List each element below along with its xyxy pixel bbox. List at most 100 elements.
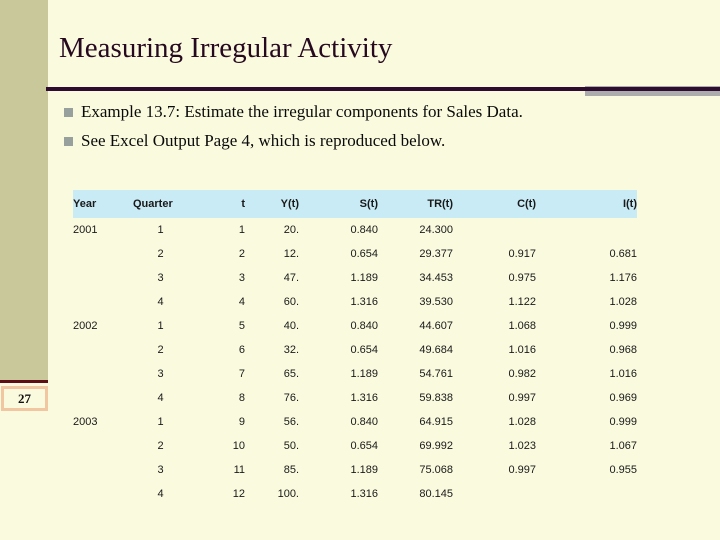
page-number-box: 27 bbox=[1, 386, 48, 411]
table-cell: 56. bbox=[283, 416, 299, 428]
table-cell: 0.997 bbox=[508, 392, 536, 404]
table-cell: 0.654 bbox=[350, 440, 378, 452]
column-header: S(t) bbox=[299, 190, 378, 218]
table-cell bbox=[73, 386, 133, 410]
table-cell: 0.840 bbox=[350, 416, 378, 428]
table-cell: 0.955 bbox=[609, 464, 637, 476]
table-cell bbox=[73, 362, 133, 386]
table-cell: 3 bbox=[238, 272, 245, 284]
table-cell: 1.189 bbox=[350, 272, 378, 284]
table-cell: 4 bbox=[157, 392, 164, 404]
table-row: 4 4 60. 1.316 39.530 1.122 1.028 bbox=[73, 290, 637, 314]
table-cell: 75.068 bbox=[419, 464, 453, 476]
table-row: 2 10 50. 0.654 69.992 1.023 1.067 bbox=[73, 434, 637, 458]
table-cell: 2 bbox=[157, 344, 164, 356]
table-cell: 32. bbox=[283, 344, 299, 356]
table-cell: 0.969 bbox=[609, 392, 637, 404]
table-cell: 2003 bbox=[73, 416, 98, 428]
table-cell: 0.917 bbox=[508, 248, 536, 260]
table-cell: 0.999 bbox=[609, 320, 637, 332]
bullet-text: Example 13.7: Estimate the irregular com… bbox=[81, 102, 523, 121]
table-row: 2002 1 5 40. 0.840 44.607 1.068 0.999 bbox=[73, 314, 637, 338]
column-header: Year bbox=[73, 190, 133, 218]
column-header: TR(t) bbox=[378, 190, 453, 218]
table-cell: 54.761 bbox=[419, 368, 453, 380]
table-cell bbox=[536, 218, 637, 242]
table-cell: 2 bbox=[157, 248, 164, 260]
table-cell bbox=[453, 482, 536, 506]
table-body: 2001 1 1 20. 0.840 24.300 2 2 12. 0.654 29.377 0.91… bbox=[73, 218, 637, 506]
table-row: 4 8 76. 1.316 59.838 0.997 0.969 bbox=[73, 386, 637, 410]
table-cell: 1 bbox=[157, 320, 164, 332]
table-cell: 1.189 bbox=[350, 368, 378, 380]
table-cell: 4 bbox=[238, 296, 245, 308]
table-cell: 0.654 bbox=[350, 344, 378, 356]
table-cell: 50. bbox=[283, 440, 299, 452]
table-cell: 24.300 bbox=[419, 224, 453, 236]
table-cell: 4 bbox=[157, 488, 164, 500]
table-cell: 1.176 bbox=[609, 272, 637, 284]
bullet-item: Example 13.7: Estimate the irregular com… bbox=[64, 101, 704, 123]
table-cell: 4 bbox=[157, 296, 164, 308]
table-cell: 7 bbox=[238, 368, 245, 380]
table-cell bbox=[73, 242, 133, 266]
table-row: 3 7 65. 1.189 54.761 0.982 1.016 bbox=[73, 362, 637, 386]
table-cell: 1.068 bbox=[508, 320, 536, 332]
bullet-text: See Excel Output Page 4, which is reprod… bbox=[81, 131, 446, 150]
table-cell: 1.016 bbox=[508, 344, 536, 356]
table-cell: 2 bbox=[157, 440, 164, 452]
table-cell: 0.681 bbox=[609, 248, 637, 260]
table-cell: 76. bbox=[283, 392, 299, 404]
table-cell bbox=[453, 218, 536, 242]
table-cell: 2 bbox=[238, 248, 245, 260]
table-header-row: Year Quarter t Y(t) S(t) TR(t) C(t) I(t) bbox=[73, 190, 637, 218]
table-cell: 0.968 bbox=[609, 344, 637, 356]
bullet-item: See Excel Output Page 4, which is reprod… bbox=[64, 130, 704, 152]
table-cell: 0.975 bbox=[508, 272, 536, 284]
table-cell: 60. bbox=[283, 296, 299, 308]
table-row: 2003 1 9 56. 0.840 64.915 1.028 0.999 bbox=[73, 410, 637, 434]
table-row: 4 12 100. 1.316 80.145 bbox=[73, 482, 637, 506]
table-cell: 2001 bbox=[73, 224, 98, 236]
table-cell: 85. bbox=[283, 464, 299, 476]
column-header: Quarter bbox=[133, 190, 188, 218]
table-cell: 3 bbox=[157, 464, 164, 476]
table-cell: 0.840 bbox=[350, 320, 378, 332]
left-stripe-decoration bbox=[0, 0, 48, 380]
table-cell: 6 bbox=[238, 344, 245, 356]
table-cell bbox=[536, 482, 637, 506]
table-cell: 3 bbox=[157, 272, 164, 284]
table-cell: 1.016 bbox=[609, 368, 637, 380]
table-cell: 3 bbox=[157, 368, 164, 380]
table-cell: 1.122 bbox=[508, 296, 536, 308]
table-row: 2 6 32. 0.654 49.684 1.016 0.968 bbox=[73, 338, 637, 362]
table-cell: 64.915 bbox=[419, 416, 453, 428]
table-cell: 1.067 bbox=[609, 440, 637, 452]
column-header: t bbox=[188, 190, 245, 218]
column-header: I(t) bbox=[536, 190, 637, 218]
table-cell: 1.316 bbox=[350, 488, 378, 500]
table-cell bbox=[73, 266, 133, 290]
table-cell: 100. bbox=[277, 488, 299, 500]
table-row: 2 2 12. 0.654 29.377 0.917 0.681 bbox=[73, 242, 637, 266]
bullet-list: Example 13.7: Estimate the irregular com… bbox=[64, 101, 704, 159]
table-cell: 1.189 bbox=[350, 464, 378, 476]
table-cell: 9 bbox=[238, 416, 245, 428]
table-cell: 0.999 bbox=[609, 416, 637, 428]
table-cell: 1.028 bbox=[609, 296, 637, 308]
table-cell: 11 bbox=[233, 464, 245, 476]
table-cell: 0.982 bbox=[508, 368, 536, 380]
table-cell bbox=[73, 434, 133, 458]
table-cell: 29.377 bbox=[419, 248, 453, 260]
table-cell: 0.997 bbox=[508, 464, 536, 476]
table-cell: 34.453 bbox=[419, 272, 453, 284]
table-cell bbox=[73, 482, 133, 506]
table-cell: 1 bbox=[157, 416, 164, 428]
table-cell bbox=[73, 458, 133, 482]
table-row: 3 11 85. 1.189 75.068 0.997 0.955 bbox=[73, 458, 637, 482]
square-bullet-icon bbox=[64, 108, 73, 117]
table-cell: 59.838 bbox=[419, 392, 453, 404]
title-rule bbox=[46, 87, 720, 91]
table-cell: 39.530 bbox=[419, 296, 453, 308]
